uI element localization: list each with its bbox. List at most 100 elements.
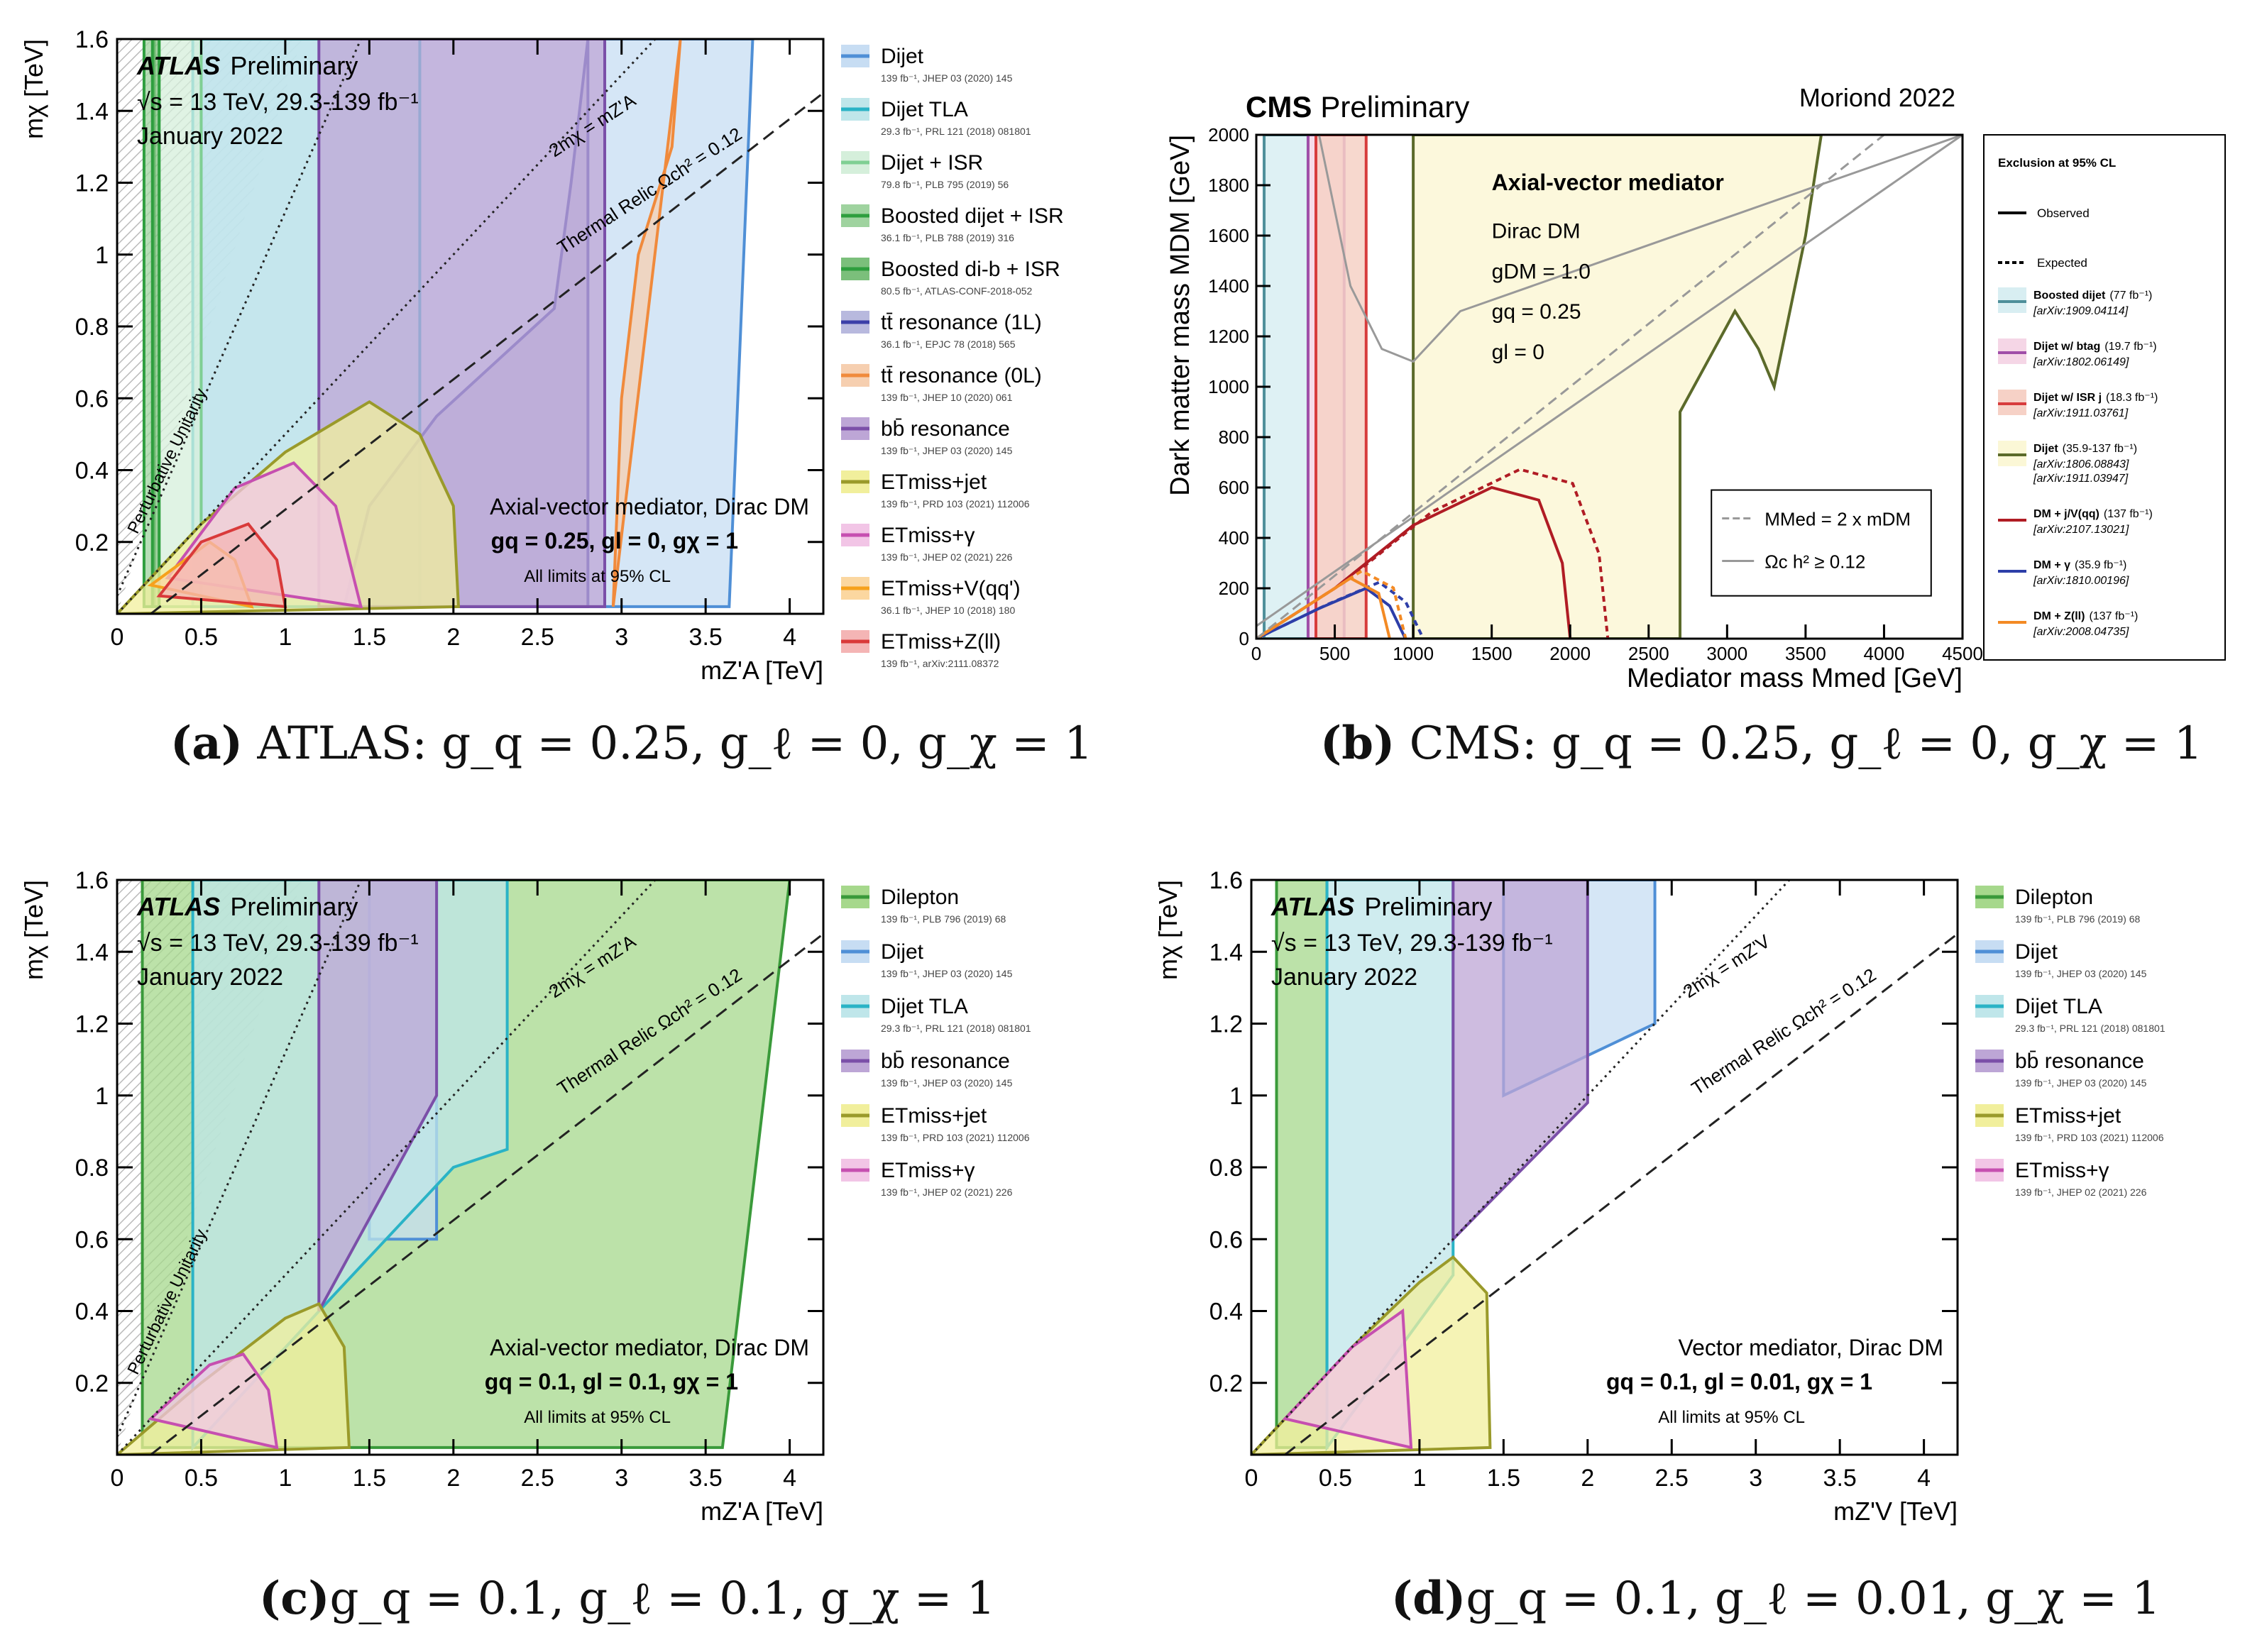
legend-label: bb̄ resonance (2015, 1050, 2144, 1073)
model-line3: All limits at 95% CL (1658, 1408, 1805, 1427)
series-6-expected (1256, 569, 1407, 639)
legend-label: DM + Z(ll) (137 fb⁻¹) (2033, 610, 2138, 622)
energy-label: √s = 13 TeV, 29.3-139 fb⁻¹ (1271, 930, 1553, 957)
y-tick-label: 0.4 (75, 458, 109, 485)
experiment-label: ATLAS Preliminary (136, 51, 358, 80)
legend-label: ETmiss+γ (881, 1159, 975, 1182)
y-tick-label: 0.2 (75, 1370, 109, 1397)
y-tick-label: 0.8 (75, 314, 109, 341)
legend-ref: [arXiv:1911.03761] (2033, 407, 2129, 419)
y-tick-label: 2000 (1208, 124, 1249, 145)
caption-d: (d)g_q = 0.1, g_ℓ = 0.01, g_χ = 1 (1391, 1572, 2161, 1625)
legend-label: ETmiss+V(qq') (881, 577, 1021, 600)
x-tick-label: 500 (1319, 643, 1350, 664)
x-tick-label: 3 (615, 624, 628, 651)
chart-a: 0 0.5 1 1.5 2 2.5 3 3.5 4 0.2 0.4 0.6 0.8 1 1.2 1.4 1.6 m… (19, 26, 1064, 685)
x-tick-label: 2.5 (521, 1465, 554, 1492)
legend-label: Dijet (881, 45, 924, 68)
status: Preliminary (1320, 90, 1469, 123)
legend-lumi: (137 fb⁻¹) (2089, 610, 2138, 622)
legend-expected: Expected (2037, 256, 2087, 270)
x-tick-label: 2500 (1628, 643, 1669, 664)
model-line3: gDM = 1.0 (1492, 260, 1591, 283)
legend-ref: [arXiv:1911.03947] (2033, 473, 2129, 485)
x-tick-label: 4 (783, 1465, 796, 1492)
x-tick-label: 3.5 (1823, 1465, 1857, 1492)
status: Preliminary (230, 892, 358, 921)
legend-label: tt̄ resonance (0L) (881, 364, 1042, 387)
series-2-region (1314, 135, 1368, 639)
legend-ref: 139 fb⁻¹, PLB 796 (2019) 68 (2015, 913, 2140, 925)
x-axis-label: Mediator mass Mmed [GeV] (1627, 663, 1963, 693)
series-3-region (1412, 135, 1823, 639)
legend-lumi: (35.9 fb⁻¹) (2075, 559, 2126, 571)
energy-label: √s = 13 TeV, 29.3-139 fb⁻¹ (137, 930, 419, 957)
experiment-name: CMS (1246, 90, 1312, 123)
legend-lumi: (137 fb⁻¹) (2104, 508, 2153, 520)
legend-name: DM + Z(ll) (2033, 610, 2085, 622)
y-tick-label: 200 (1219, 578, 1249, 599)
legend-ref: 36.1 fb⁻¹, JHEP 10 (2018) 180 (881, 605, 1015, 616)
y-tick-label: 0.4 (1209, 1299, 1243, 1326)
y-tick-label: 0.6 (1209, 1226, 1243, 1253)
legend-ref: 29.3 fb⁻¹, PRL 121 (2018) 081801 (881, 126, 1031, 137)
legend-ref: 139 fb⁻¹, JHEP 03 (2020) 145 (881, 72, 1013, 84)
legend-name: DM + j/V(qq) (2033, 508, 2099, 520)
y-tick-label: 1.4 (75, 939, 109, 966)
model-line5: gl = 0 (1492, 341, 1544, 364)
y-axis-label: Dark matter mass MDM [GeV] (1165, 135, 1195, 496)
legend-label: Dijet (881, 940, 924, 964)
y-tick-label: 1.2 (1209, 1011, 1243, 1038)
legend-label: DM + j/V(qq) (137 fb⁻¹) (2033, 508, 2153, 520)
y-tick-label: 1600 (1208, 225, 1249, 246)
legend-name: DM + γ (2033, 559, 2070, 571)
legend-ref: 139 fb⁻¹, JHEP 03 (2020) 145 (2015, 1077, 2147, 1089)
y-tick-label: 1200 (1208, 326, 1249, 347)
x-tick-label: 4500 (1942, 643, 1983, 664)
y-tick-label: 0 (1239, 628, 1249, 649)
legend-ref: 36.1 fb⁻¹, EPJC 78 (2018) 565 (881, 338, 1016, 350)
model-line3: All limits at 95% CL (524, 1408, 671, 1427)
y-tick-label: 1 (95, 1083, 109, 1110)
x-tick-label: 4 (1917, 1465, 1931, 1492)
y-tick-label: 1.4 (1209, 939, 1243, 966)
legend-name: Dijet (2033, 443, 2058, 455)
x-tick-label: 1.5 (1487, 1465, 1520, 1492)
experiment-label: ATLAS Preliminary (1270, 892, 1492, 921)
series-6-region (611, 39, 682, 607)
x-axis-label: mZ'A [TeV] (701, 1497, 823, 1526)
inner-legend-box (1711, 489, 1932, 597)
legend-label: Dijet TLA (881, 995, 968, 1018)
legend-label: ETmiss+jet (2015, 1104, 2122, 1128)
x-tick-label: 4 (783, 624, 796, 651)
x-axis-label: mZ'A [TeV] (701, 656, 823, 685)
legend-label: Dijet TLA (2015, 995, 2102, 1018)
plot-layer (117, 880, 823, 1455)
legend-lumi: (77 fb⁻¹) (2109, 290, 2152, 302)
legend-label: Dijet TLA (881, 98, 968, 121)
legend-ref: [arXiv:1810.00196] (2033, 575, 2129, 587)
legend-label: bb̄ resonance (881, 417, 1010, 441)
y-axis-label: mχ [TeV] (19, 880, 48, 980)
x-axis-label: mZ'V [TeV] (1833, 1497, 1958, 1526)
y-tick-label: 1.2 (75, 170, 109, 197)
y-tick-label: 1.4 (75, 98, 109, 125)
legend-ref: 139 fb⁻¹, arXiv:2111.08372 (881, 658, 999, 669)
x-tick-label: 0.5 (185, 1465, 218, 1492)
x-tick-label: 0 (111, 624, 124, 651)
model-line2: Dirac DM (1492, 220, 1581, 243)
relic-curve (1317, 135, 1963, 363)
legend-label: Dijet (35.9-137 fb⁻¹) (2033, 443, 2137, 455)
x-tick-label: 1.5 (353, 624, 386, 651)
x-tick-label: 0 (111, 1465, 124, 1492)
inner-legend-diag: MMed = 2 x mDM (1764, 509, 1911, 530)
experiment-label: CMS Preliminary (1246, 90, 1469, 123)
energy-label: √s = 13 TeV, 29.3-139 fb⁻¹ (137, 89, 419, 116)
y-tick-label: 1 (1229, 1083, 1243, 1110)
x-tick-label: 3000 (1706, 643, 1747, 664)
legend-label: DM + γ (35.9 fb⁻¹) (2033, 559, 2126, 571)
legend-ref: 139 fb⁻¹, PRD 103 (2021) 112006 (2015, 1132, 2164, 1143)
x-tick-label: 1000 (1393, 643, 1434, 664)
x-tick-label: 0.5 (1319, 1465, 1352, 1492)
date-label: January 2022 (137, 123, 283, 150)
